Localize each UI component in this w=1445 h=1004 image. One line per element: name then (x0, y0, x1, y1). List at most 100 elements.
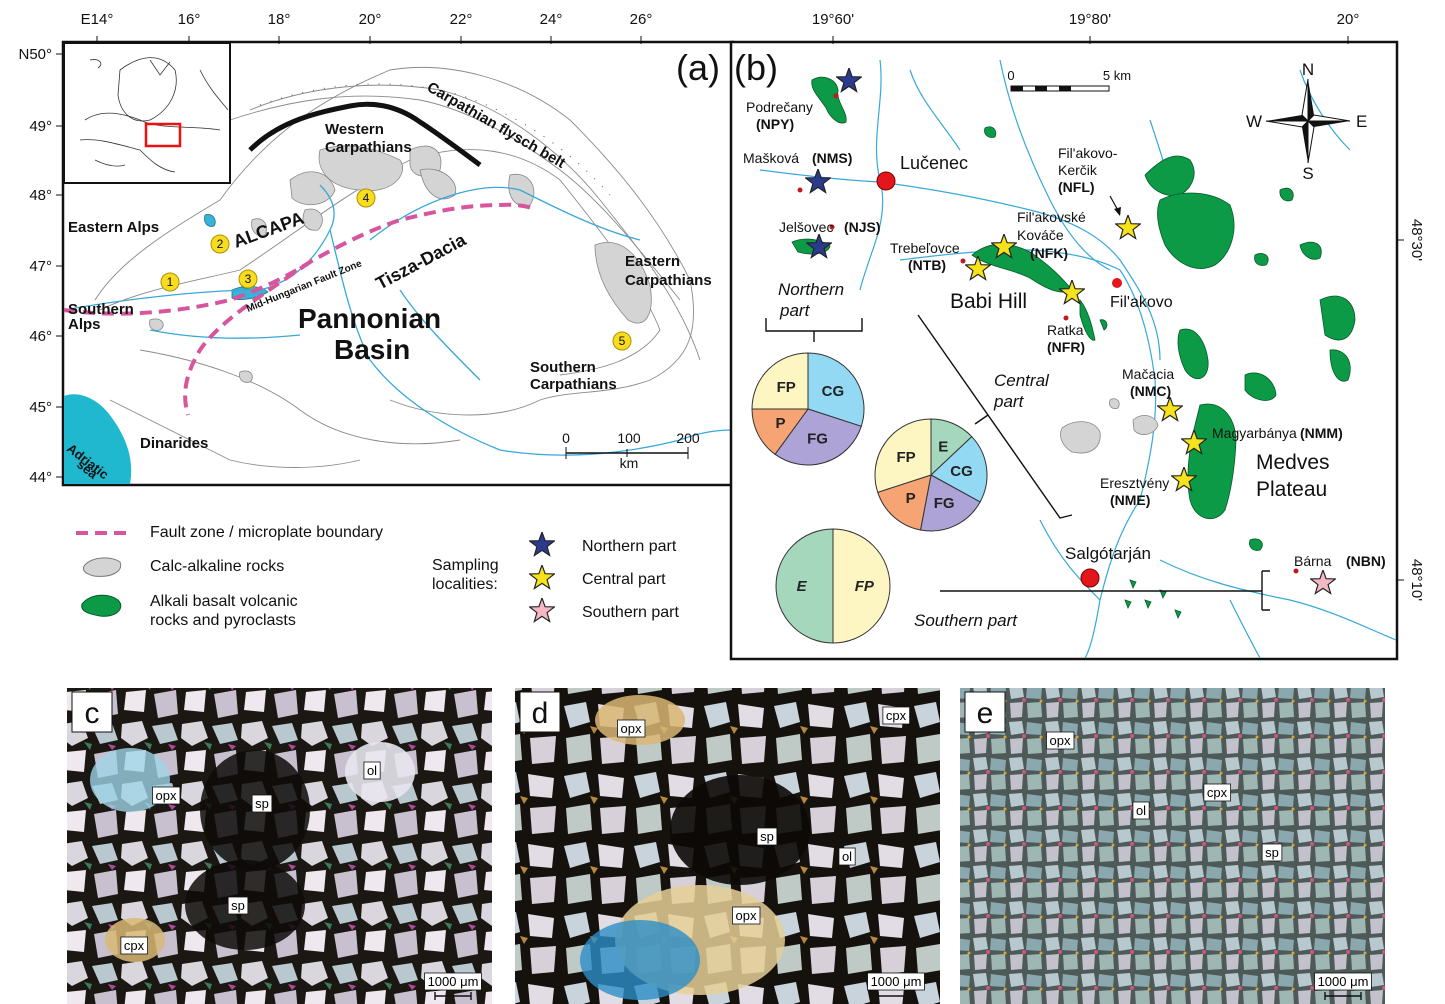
mineral-tag-e-opx: opx (1050, 733, 1071, 748)
label-eastern-carpathians-1: Eastern (625, 253, 680, 270)
lon-tick-b-20: 20° (1337, 11, 1360, 28)
label-eastern-alps: Eastern Alps (68, 219, 159, 236)
lat-tick-45: 45° (29, 399, 52, 416)
legend-central-label: Central part (582, 571, 666, 588)
lon-tick-b-1960: 19°60' (812, 11, 854, 28)
calc-alkaline-bodies (149, 145, 652, 383)
panel-a-lon-ticks: E14° 16° 18° 20° 22° 24° 26° (81, 11, 653, 44)
loc-medves-1: Medves (1256, 451, 1330, 474)
loc-ntb: (NTB) (908, 257, 946, 273)
panel-b-map: 19°60' 19°80' 20° 48°30' 48°10' (b) 0 5 … (729, 11, 1425, 661)
mineral-tag-box (424, 972, 482, 991)
pie-slice-northern-cg (807, 352, 865, 427)
lon-tick-14: E14° (81, 11, 114, 28)
loc-npy: (NPY) (756, 116, 794, 132)
sample-dots (797, 93, 1299, 574)
scale-e-label: 1000 μm (1318, 974, 1369, 989)
label-southern-carpathians-1: Southern (530, 359, 596, 376)
mineral-tag-box (838, 847, 856, 866)
panel-a-lat-ticks: N50° 49° 48° 47° 46° 45° 44° (18, 46, 64, 486)
loc-filakovo: Fil'akovo (1110, 294, 1173, 311)
loc-ratka: Ratka (1047, 322, 1084, 338)
mineral-tag-d-sp: sp (760, 829, 774, 844)
mineral-tag-d-ol: ol (842, 849, 852, 864)
label-pannonian-basin-1: Pannonian (298, 303, 441, 334)
panel-a-letter: (a) (676, 47, 720, 88)
mineral-tag-box (867, 972, 925, 991)
legend-fault-label: Fault zone / microplate boundary (150, 524, 383, 541)
tectonic-outlines (94, 67, 701, 468)
loc-filakovo-kercik-1: Fil'akovo- (1058, 145, 1118, 161)
pie-slice-northern-fg (774, 408, 862, 466)
legend-sampling-1: Sampling (432, 557, 499, 574)
lon-tick-26: 26° (630, 11, 653, 28)
pie-label-central-p: P (906, 490, 916, 507)
legend-alkali-label-2: rocks and pyroclasts (150, 612, 296, 629)
mineral-tag-box (1132, 801, 1150, 820)
loc-nms: (NMS) (812, 150, 852, 166)
legend-calc-swatch (83, 557, 122, 577)
panel-a-scale-bar: 0 100 200 km (562, 430, 700, 471)
legend-calc-label: Calc-alkaline rocks (150, 558, 284, 575)
mineral-tag-box (732, 906, 761, 925)
label-southern-alps-1: Southern (68, 301, 134, 318)
pie-southern: E FP (775, 528, 891, 644)
southern-star-icon (529, 598, 555, 623)
part-central-2: part (993, 392, 1025, 411)
photo-c: c (67, 688, 492, 1004)
photo-e: e (960, 688, 1385, 1004)
photo-e-letter: e (977, 697, 994, 730)
lon-tick-24: 24° (540, 11, 563, 28)
pie-label-central-fp: FP (896, 449, 915, 466)
fault-zone-line-south (183, 260, 312, 416)
loc-maskova: Mašková (743, 150, 799, 166)
pie-label-northern-cg: CG (822, 383, 845, 400)
europe-inset-map (63, 42, 231, 184)
mineral-tag-d-opx-2: opx (736, 908, 757, 923)
label-pannonian-basin-2: Basin (334, 334, 410, 365)
loc-medves-2: Plateau (1256, 478, 1327, 501)
mineral-tag-box (756, 827, 778, 846)
compass-w: W (1246, 112, 1262, 131)
numbered-sites: 1 2 3 4 5 (160, 188, 632, 351)
scale-c-label: 1000 μm (428, 974, 479, 989)
mineral-tag-d-cpx: cpx (886, 708, 907, 723)
klippen-belt (248, 101, 482, 168)
scale-a-unit: km (620, 455, 639, 471)
town-salgotarjan-marker (1080, 568, 1100, 588)
scale-b-0: 0 (1007, 68, 1014, 83)
mineral-tag-box (617, 719, 646, 738)
lat-tick-b-4810: 48°10' (1408, 559, 1425, 601)
lon-tick-16: 16° (178, 11, 201, 28)
pie-slice-northern-p (751, 408, 809, 456)
legend-northern-label: Northern part (582, 538, 677, 555)
legend-southern-label: Southern part (582, 604, 680, 621)
loc-macacia: Mačacia (1122, 366, 1174, 382)
mineral-tag-c-cpx: cpx (124, 938, 145, 953)
fault-zone-line (63, 202, 533, 316)
loc-nme: (NME) (1110, 492, 1150, 508)
compass-n: N (1302, 60, 1314, 79)
pie-label-central-e: E (938, 439, 948, 456)
lat-tick-47: 47° (29, 258, 52, 275)
loc-jelsovec: Jelšovec (779, 219, 833, 235)
mineral-tag-box (227, 896, 249, 915)
lat-tick-48: 48° (29, 187, 52, 204)
pie-label-central-fg: FG (934, 495, 955, 512)
mineral-tag-box (1046, 731, 1075, 750)
part-northern-2: part (779, 301, 811, 320)
legend-alkali-swatch (81, 594, 122, 617)
site-5-label: 5 (619, 334, 626, 348)
mineral-tag-box (152, 786, 181, 805)
pie-slice-southern-e (775, 528, 834, 644)
compass-rose: N S E W (1246, 60, 1367, 183)
loc-nfr: (NFR) (1047, 339, 1085, 355)
photo-e-letter-box (964, 691, 1006, 733)
mineral-tag-d-opx-1: opx (621, 721, 642, 736)
loc-nmc: (NMC) (1130, 383, 1171, 399)
site-1: 1 (160, 272, 180, 292)
mineral-tag-e-cpx: cpx (1207, 785, 1228, 800)
panel-b-letter: (b) (734, 47, 778, 88)
pie-label-central-cg: CG (950, 463, 973, 480)
mineral-tag-e-sp: sp (1265, 845, 1279, 860)
